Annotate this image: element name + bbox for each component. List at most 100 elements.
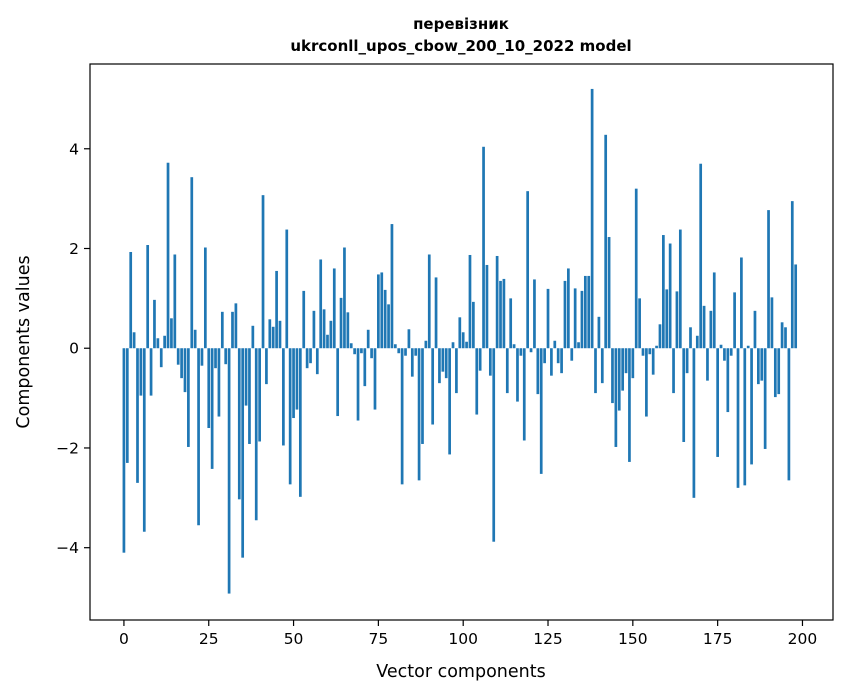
y-tick-label: −2 bbox=[56, 439, 79, 457]
bar bbox=[682, 348, 686, 442]
bar bbox=[322, 309, 326, 349]
y-tick-label: 2 bbox=[69, 240, 79, 258]
bar bbox=[750, 348, 753, 465]
bar bbox=[509, 298, 513, 349]
bar bbox=[326, 334, 329, 349]
x-tick-label: 0 bbox=[119, 630, 129, 648]
bar bbox=[614, 348, 618, 447]
bar bbox=[472, 301, 475, 349]
bar bbox=[539, 348, 543, 474]
bar bbox=[380, 272, 384, 349]
bar bbox=[777, 348, 781, 395]
bar bbox=[482, 146, 485, 349]
bar bbox=[712, 272, 716, 349]
bar bbox=[645, 348, 648, 417]
bar bbox=[244, 348, 248, 406]
bars-layer bbox=[122, 88, 798, 594]
bar bbox=[448, 348, 451, 455]
bar bbox=[651, 348, 655, 375]
bar bbox=[170, 318, 173, 349]
bar bbox=[597, 316, 601, 349]
bar bbox=[648, 348, 652, 355]
y-tick-label: −4 bbox=[56, 539, 79, 557]
bar bbox=[142, 348, 146, 532]
bar bbox=[672, 348, 675, 394]
bar bbox=[295, 348, 299, 410]
bar bbox=[519, 348, 523, 356]
bar bbox=[343, 247, 346, 349]
bar bbox=[370, 348, 373, 359]
bar bbox=[526, 191, 530, 349]
bar bbox=[495, 255, 499, 349]
bar bbox=[740, 257, 743, 349]
bar bbox=[237, 348, 241, 500]
bar bbox=[577, 342, 580, 349]
bar bbox=[465, 341, 468, 349]
bar bbox=[665, 289, 669, 349]
bar bbox=[356, 348, 360, 421]
bar bbox=[285, 229, 289, 349]
bar bbox=[319, 259, 323, 349]
plot-frame bbox=[89, 63, 834, 621]
bar bbox=[580, 290, 584, 349]
bar bbox=[265, 348, 268, 385]
bar bbox=[309, 348, 312, 364]
bar bbox=[590, 88, 594, 349]
bar bbox=[288, 348, 292, 485]
bar bbox=[488, 348, 492, 376]
bar bbox=[492, 348, 496, 542]
bar bbox=[363, 348, 367, 387]
x-tick-label: 50 bbox=[284, 630, 304, 648]
bar bbox=[261, 195, 265, 349]
bar bbox=[733, 292, 736, 349]
bar bbox=[183, 348, 187, 393]
bar bbox=[699, 163, 703, 349]
bar bbox=[444, 348, 448, 379]
bar bbox=[241, 348, 245, 558]
bar bbox=[753, 310, 757, 349]
bar bbox=[794, 264, 798, 349]
bar bbox=[132, 332, 136, 349]
bar bbox=[604, 134, 608, 349]
bar bbox=[302, 290, 306, 349]
x-axis-label: Vector components bbox=[376, 662, 545, 682]
bar bbox=[631, 348, 635, 379]
bar bbox=[499, 280, 502, 349]
bar bbox=[129, 251, 133, 349]
y-tick-label: 0 bbox=[69, 340, 79, 358]
bar bbox=[305, 348, 309, 369]
bar bbox=[193, 329, 197, 349]
bar bbox=[658, 324, 662, 349]
bar bbox=[770, 297, 774, 349]
bar bbox=[468, 254, 472, 349]
bar bbox=[407, 329, 411, 349]
bar bbox=[529, 348, 533, 353]
bar bbox=[200, 348, 204, 366]
bar bbox=[787, 348, 791, 481]
bar bbox=[383, 289, 387, 349]
chart-title: перевізник bbox=[413, 15, 509, 33]
bar bbox=[220, 311, 224, 349]
bar bbox=[187, 348, 190, 447]
bar bbox=[587, 275, 591, 349]
bar bbox=[502, 278, 506, 349]
bar bbox=[780, 322, 784, 349]
bar bbox=[197, 348, 200, 526]
bar bbox=[662, 235, 665, 349]
bar bbox=[668, 243, 672, 349]
bar bbox=[757, 348, 760, 385]
bar bbox=[234, 303, 238, 349]
bar bbox=[414, 348, 418, 356]
bar bbox=[353, 348, 356, 355]
bar bbox=[702, 305, 706, 349]
bar bbox=[329, 320, 333, 349]
bar bbox=[478, 348, 482, 371]
bar bbox=[567, 268, 570, 349]
bar bbox=[377, 274, 380, 349]
bar bbox=[417, 348, 421, 481]
bar bbox=[543, 348, 546, 364]
bar bbox=[387, 304, 390, 349]
bar bbox=[573, 288, 577, 349]
bar bbox=[298, 348, 302, 497]
